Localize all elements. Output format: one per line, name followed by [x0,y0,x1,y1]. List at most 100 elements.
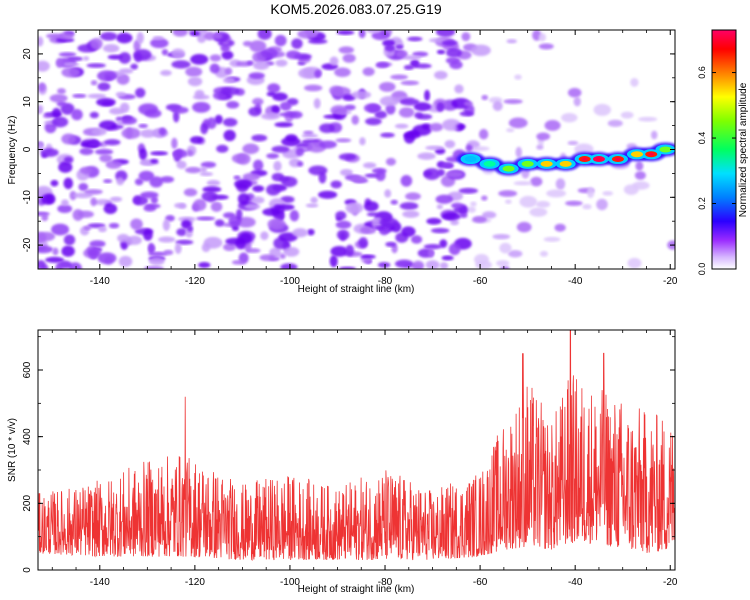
spectrogram-noise-blob [176,160,187,169]
spectrogram-noise-blob [200,161,217,168]
spectrogram-noise-blob [336,30,355,35]
snr-frame [37,329,676,571]
spectrogram-noise-blob [87,248,100,258]
spectrogram-noise-blob [109,196,123,202]
spectrogram-noise-blob [261,48,278,59]
spectrogram-noise-blob [244,203,261,210]
spectrogram-noise-blob [435,30,456,37]
spectrogram-noise-blob [536,132,551,141]
spectrogram-noise-blob [338,46,355,54]
spectrogram-noise-blob [63,156,73,163]
spectrogram-noise-blob [567,140,579,146]
spectrogram-noise-blob [379,95,399,107]
spectrogram-noise-blob [508,117,528,129]
spectrogram-noise-blob [481,195,488,201]
spectrogram-noise-blob [366,212,379,217]
spectrogram-noise-blob [602,191,614,196]
spectrogram-noise-blob [607,119,623,127]
spectrogram-noise-blob [428,38,447,43]
spectrogram-noise-blob [385,157,396,166]
spectrogram-noise-blob [292,228,308,238]
spectrogram-y-tick-label: 0 [22,146,33,152]
spectrogram-noise-blob [150,158,159,164]
spectrogram-noise-blob [351,90,372,99]
spectrogram-noise-blob [115,91,127,97]
spectrogram-noise-blob [439,262,449,269]
spectrogram-noise-blob [627,257,642,269]
spectrogram-noise-blob [138,170,155,182]
snr-x-tick-label: -20 [663,577,678,588]
spectrogram-noise-blob [61,199,69,207]
spectrogram-y-ticks: -20 -10 0 10 20 [22,29,675,270]
spectrogram-noise-blob [543,236,561,242]
spectrogram-noise-blob [210,201,223,212]
spectrogram-noise-blob [492,100,503,111]
spectrogram-noise-blob [544,119,561,131]
colorbar: 0.0 0.2 0.4 0.6 Normalized spectral amplitu… [697,29,749,275]
spectrogram-noise-blob [94,199,113,206]
spectrogram-noise-blob [90,197,97,207]
spectrogram-noise-blob [650,130,658,140]
spectrogram-noise-blob [481,94,489,101]
spectrogram-noise-blob [417,113,433,120]
spectrogram-noise-blob [172,30,188,37]
spectrogram-noise-blob [266,91,276,97]
spectrogram-signal-track [456,142,675,176]
spectrogram-noise-blob [171,60,191,69]
spectrogram-noise-blob [214,114,223,125]
spectrogram-noise-blob [61,67,81,78]
spectrogram-noise-blob [108,222,120,229]
spectrogram-noise-blob [56,101,67,107]
spectrogram-noise-blob [45,33,64,39]
spectrogram-noise-blob [634,171,646,180]
spectrogram-noise-blob [535,200,551,208]
spectrogram-noise-blob [407,36,423,42]
spectrogram-noise-blob [472,146,490,151]
spectrogram-noise-blob [274,34,287,47]
spectrogram-noise-blob [403,64,415,70]
spectrogram-noise-blob [439,239,448,248]
spectrogram-noise-blob [374,110,388,119]
snr-x-tick-label: -120 [185,577,205,588]
spectrogram-noise-blob [286,50,301,60]
spectrogram-noise-blob [514,74,522,80]
spectrogram-noise-blob [307,228,315,236]
spectrogram-noise-blob [49,94,68,103]
signal-core [464,156,477,163]
spectrogram-noise-blob [411,235,423,244]
spectrogram-noise-blob [279,253,286,259]
spectrogram-noise-blob [481,211,497,219]
spectrogram-noise-blob [171,48,186,59]
spectrogram-noise-blob [193,198,207,211]
spectrogram-noise-blob [470,201,477,207]
spectrogram-noise-blob [375,62,389,69]
spectrogram-noise-blob [96,97,116,107]
spectrogram-noise-blob [251,196,265,204]
spectrogram-noise-blob [279,101,292,111]
spectrogram-noise-blob [190,54,209,65]
spectrogram-noise-blob [196,33,207,44]
colorbar-ticks: 0.0 0.2 0.4 0.6 [697,66,736,275]
spectrogram-noise-blob [105,160,122,169]
spectrogram-noise-blob [57,204,73,213]
spectrogram-noise-blob [417,152,436,160]
spectrogram-noise-blob [554,223,566,232]
spectrogram-noise-blob [274,122,294,128]
spectrogram-noise-blob [402,210,420,218]
spectrogram-noise-blob [61,133,76,145]
spectrogram-noise-blob [58,52,77,57]
spectrogram-noise-blob [394,259,414,268]
spectrogram-noise-blob [444,140,456,149]
spectrogram-noise-blob [412,124,432,136]
spectrogram-noise-blob [140,129,156,138]
spectrogram-noise-blob [152,35,164,41]
spectrogram-noise-blob [380,132,395,138]
spectrogram-noise-blob [253,159,264,172]
spectrogram-noise-blob [359,137,366,146]
spectrogram-noise-blob [278,232,298,242]
spectrogram-noise-blob [435,194,454,204]
spectrogram-noise-blob [463,100,473,107]
spectrogram-noise-blob [90,37,103,50]
spectrogram-noise-blob [117,233,130,243]
spectrogram-noise-blob [77,210,94,218]
